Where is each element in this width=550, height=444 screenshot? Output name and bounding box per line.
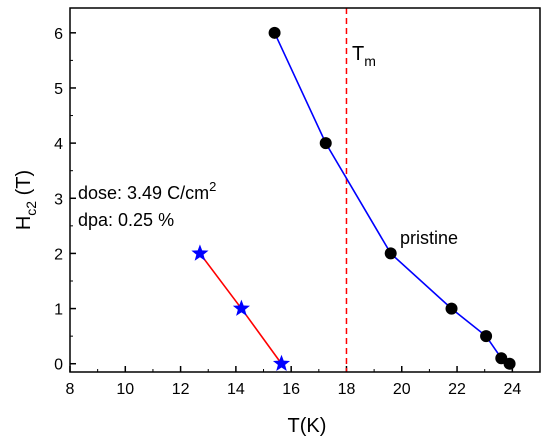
x-tick-label: 24 xyxy=(503,381,521,398)
y-tick-label: 3 xyxy=(54,191,63,208)
pristine-point xyxy=(445,302,458,315)
y-tick-label: 6 xyxy=(54,26,63,43)
pristine-point xyxy=(480,330,493,343)
x-tick-label: 20 xyxy=(393,381,411,398)
pristine-point xyxy=(503,357,516,370)
y-tick-label: 1 xyxy=(54,302,63,319)
x-tick-label: 16 xyxy=(282,381,300,398)
irradiated-star-point xyxy=(191,244,209,261)
x-tick-label: 18 xyxy=(338,381,356,398)
y-tick-label: 2 xyxy=(54,246,63,263)
pristine-label: pristine xyxy=(400,228,458,248)
x-tick-label: 14 xyxy=(227,381,245,398)
x-tick-label: 10 xyxy=(116,381,134,398)
tm-label: Tm xyxy=(352,43,376,69)
irradiated-star-point xyxy=(272,354,291,372)
y-tick-label: 5 xyxy=(54,81,63,98)
dpa-annotation: dpa: 0.25 % xyxy=(78,210,174,230)
dose-annotation: dose: 3.49 C/cm2 xyxy=(78,179,216,203)
pristine-series-line xyxy=(273,32,511,365)
y-tick-label: 0 xyxy=(54,357,63,374)
x-axis-title: T(K) xyxy=(288,415,327,437)
y-axis-title: Hc2 (T) xyxy=(13,170,39,230)
pristine-point xyxy=(319,137,332,150)
x-tick-label: 22 xyxy=(448,381,466,398)
pristine-point xyxy=(268,26,281,39)
y-tick-label: 4 xyxy=(54,136,63,153)
plot-frame xyxy=(69,7,541,373)
x-tick-label: 8 xyxy=(66,381,75,398)
x-tick-label: 12 xyxy=(172,381,190,398)
markers-layer xyxy=(191,26,516,372)
irradiated-star-point xyxy=(232,299,250,316)
pristine-point xyxy=(384,247,397,260)
